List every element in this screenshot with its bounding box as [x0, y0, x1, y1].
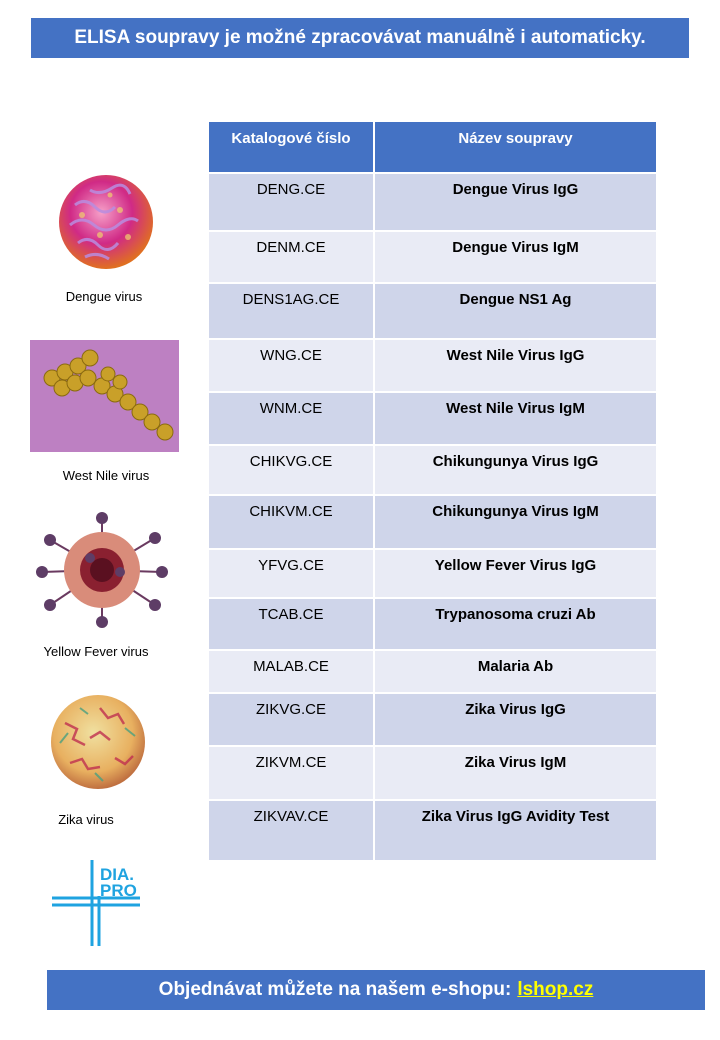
table-row: CHIKVG.CE Chikungunya Virus IgG: [209, 444, 656, 495]
top-banner-text: ELISA soupravy je možné zpracovávat manu…: [74, 27, 646, 48]
table-row: WNM.CE West Nile Virus IgM: [209, 391, 656, 445]
kit-name: West Nile Virus IgG: [374, 338, 656, 392]
zika-virus-figure: Zika virus: [20, 688, 200, 838]
table-row: DENM.CE Dengue Virus IgM: [209, 230, 656, 283]
top-banner: ELISA soupravy je možné zpracovávat manu…: [31, 18, 689, 58]
kit-name: Dengue NS1 Ag: [374, 282, 656, 339]
catalog-number: DENM.CE: [209, 230, 375, 283]
catalog-number: CHIKVG.CE: [209, 444, 375, 495]
kits-table: Katalogové číslo Název soupravy DENG.CE …: [209, 122, 656, 860]
dia-pro-logo: DIA. PRO: [52, 860, 142, 946]
catalog-number: ZIKVG.CE: [209, 692, 375, 746]
catalog-number: WNG.CE: [209, 338, 375, 392]
dengue-virus-figure: Dengue virus: [20, 165, 200, 315]
column-header-catalog: Katalogové číslo: [209, 122, 375, 173]
kit-name: Dengue Virus IgM: [374, 230, 656, 283]
catalog-number: TCAB.CE: [209, 597, 375, 650]
eshop-link[interactable]: lshop.cz: [517, 979, 594, 1000]
dengue-virus-image: [59, 175, 153, 269]
bottom-banner-text: Objednávat můžete na našem e-shopu:: [158, 979, 512, 1000]
kit-name: West Nile Virus IgM: [374, 391, 656, 445]
table-row: ZIKVG.CE Zika Virus IgG: [209, 692, 656, 746]
catalog-number: DENS1AG.CE: [209, 282, 375, 339]
logo-text-pro: PRO: [100, 881, 137, 900]
dengue-virus-label: Dengue virus: [65, 289, 143, 304]
yellow-fever-virus-figure: Yellow Fever virus: [20, 510, 200, 660]
kit-name: Chikungunya Virus IgG: [374, 444, 656, 495]
zika-virus-label: Zika virus: [58, 812, 114, 827]
kit-name: Zika Virus IgM: [374, 745, 656, 800]
table-row: DENS1AG.CE Dengue NS1 Ag: [209, 282, 656, 339]
table-row: MALAB.CE Malaria Ab: [209, 649, 656, 693]
west-nile-virus-label: West Nile virus: [62, 468, 150, 483]
kit-name: Chikungunya Virus IgM: [374, 494, 656, 549]
kit-name: Yellow Fever Virus IgG: [374, 548, 656, 598]
kit-name: Dengue Virus IgG: [374, 172, 656, 231]
bottom-banner: Objednávat můžete na našem e-shopu: lsho…: [47, 970, 705, 1010]
table-row: CHIKVM.CE Chikungunya Virus IgM: [209, 494, 656, 549]
table-row: WNG.CE West Nile Virus IgG: [209, 338, 656, 392]
zika-virus-image: [51, 695, 145, 789]
table-row: TCAB.CE Trypanosoma cruzi Ab: [209, 597, 656, 650]
catalog-number: ZIKVM.CE: [209, 745, 375, 800]
west-nile-virus-image: [30, 340, 179, 452]
column-header-kit-name: Název soupravy: [374, 122, 656, 173]
kit-name: Zika Virus IgG Avidity Test: [374, 799, 656, 860]
table-header-row: Katalogové číslo Název soupravy: [209, 122, 656, 173]
yellow-fever-virus-image: [36, 512, 168, 628]
catalog-number: MALAB.CE: [209, 649, 375, 693]
catalog-number: WNM.CE: [209, 391, 375, 445]
west-nile-virus-figure: West Nile virus: [20, 338, 200, 488]
table-row: ZIKVM.CE Zika Virus IgM: [209, 745, 656, 800]
catalog-number: YFVG.CE: [209, 548, 375, 598]
kit-name: Trypanosoma cruzi Ab: [374, 597, 656, 650]
kit-name: Zika Virus IgG: [374, 692, 656, 746]
yellow-fever-virus-label: Yellow Fever virus: [43, 644, 149, 659]
table-row: YFVG.CE Yellow Fever Virus IgG: [209, 548, 656, 598]
logo-text-dia: DIA.: [100, 865, 134, 884]
table-row: ZIKVAV.CE Zika Virus IgG Avidity Test: [209, 799, 656, 860]
catalog-number: CHIKVM.CE: [209, 494, 375, 549]
table-row: DENG.CE Dengue Virus IgG: [209, 172, 656, 231]
catalog-number: ZIKVAV.CE: [209, 799, 375, 860]
kit-name: Malaria Ab: [374, 649, 656, 693]
catalog-number: DENG.CE: [209, 172, 375, 231]
